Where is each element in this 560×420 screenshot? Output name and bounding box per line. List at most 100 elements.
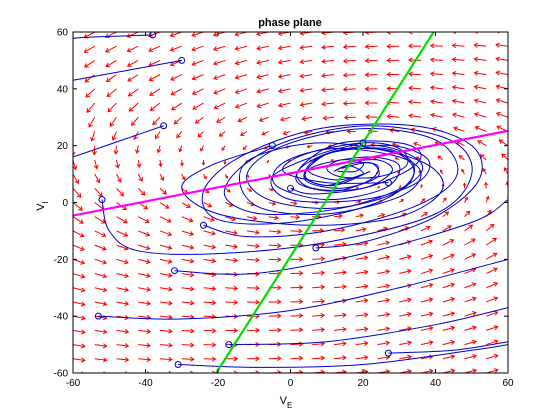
field-arrow [462, 182, 467, 189]
field-arrow [477, 140, 487, 147]
field-arrow [181, 202, 191, 208]
field-arrow [464, 325, 477, 331]
field-arrow [312, 298, 326, 304]
field-arrow [159, 300, 173, 306]
field-arrow [73, 357, 86, 363]
field-arrow [203, 328, 217, 334]
field-arrow [246, 327, 260, 333]
x-tick-label: -20 [211, 378, 226, 389]
field-arrow [147, 32, 161, 38]
field-arrow [355, 227, 367, 233]
field-arrow [181, 244, 195, 250]
field-arrow [342, 58, 356, 64]
field-arrow [437, 155, 444, 161]
field-arrow [126, 45, 139, 53]
field-arrow [290, 201, 298, 206]
field-arrow [333, 284, 347, 290]
field-arrow [503, 167, 508, 175]
field-arrow [439, 169, 444, 175]
field-arrow [73, 329, 86, 335]
field-arrow [155, 131, 161, 140]
field-arrow [191, 45, 204, 52]
field-arrow [246, 285, 260, 291]
field-arrow [218, 131, 226, 137]
field-arrow [364, 44, 378, 50]
field-arrow [237, 116, 248, 123]
field-arrow [94, 258, 108, 265]
field-arrow [464, 339, 477, 346]
field-arrow [73, 60, 74, 62]
field-arrow [473, 98, 487, 104]
field-arrow [486, 368, 499, 373]
field-arrow [343, 114, 356, 121]
field-arrow [399, 268, 412, 275]
x-axis-label-subscript: E [287, 401, 292, 410]
field-arrow [116, 258, 129, 265]
field-arrow [333, 270, 347, 276]
field-arrow [105, 74, 117, 82]
field-arrow [138, 258, 151, 265]
field-arrow [312, 327, 326, 333]
field-arrow [225, 356, 239, 362]
field-arrow [442, 296, 456, 303]
field-arrow [473, 112, 487, 118]
field-arrow [73, 287, 86, 293]
field-arrow [242, 145, 248, 150]
trajectory-line [174, 199, 508, 275]
field-arrow [364, 86, 378, 92]
initial-point-marker [384, 179, 392, 187]
field-arrow [420, 297, 434, 303]
field-arrow [203, 202, 213, 208]
field-arrow [268, 187, 274, 192]
initial-point-marker [160, 122, 168, 130]
field-arrow [507, 372, 508, 373]
field-arrow [158, 159, 163, 168]
field-arrow [453, 126, 465, 132]
field-arrow [213, 88, 226, 95]
field-arrow [73, 273, 86, 279]
field-arrow [442, 197, 447, 203]
field-arrow [342, 100, 356, 107]
field-arrow [203, 342, 217, 348]
field-arrow [355, 298, 369, 304]
field-arrow [159, 216, 172, 223]
field-arrow [451, 84, 465, 90]
field-arrow [73, 74, 74, 76]
y-tick-label: 0 [62, 198, 68, 209]
field-arrow [268, 229, 282, 235]
field-arrow [203, 356, 217, 362]
field-arrow [138, 328, 152, 334]
field-arrow [420, 282, 434, 289]
field-arrow [333, 355, 347, 361]
field-arrow [191, 74, 204, 81]
field-arrow [342, 72, 356, 78]
field-arrow [420, 198, 426, 203]
field-arrow [290, 341, 304, 347]
field-arrow [116, 301, 130, 307]
field-arrow [464, 354, 478, 360]
field-arrow [342, 44, 356, 50]
field-arrow [136, 159, 142, 168]
field-arrow [213, 102, 226, 110]
field-arrow [138, 286, 151, 292]
field-arrow [109, 116, 117, 127]
field-arrow [212, 45, 226, 52]
field-arrow [234, 102, 248, 109]
field-arrow [159, 173, 165, 182]
field-arrow [485, 237, 497, 246]
field-arrow [464, 311, 477, 317]
field-arrow [299, 59, 313, 65]
field-arrow [386, 57, 400, 63]
field-arrow [386, 113, 400, 119]
field-arrow [213, 74, 226, 81]
field-arrow [93, 159, 99, 170]
field-arrow [495, 98, 508, 104]
field-arrow [420, 184, 423, 189]
field-arrow [290, 214, 301, 220]
field-arrow [408, 32, 421, 35]
field-arrow [386, 43, 400, 49]
field-arrow [159, 286, 173, 292]
field-arrow [486, 325, 499, 331]
field-arrow [364, 72, 378, 78]
field-arrow [355, 283, 369, 289]
